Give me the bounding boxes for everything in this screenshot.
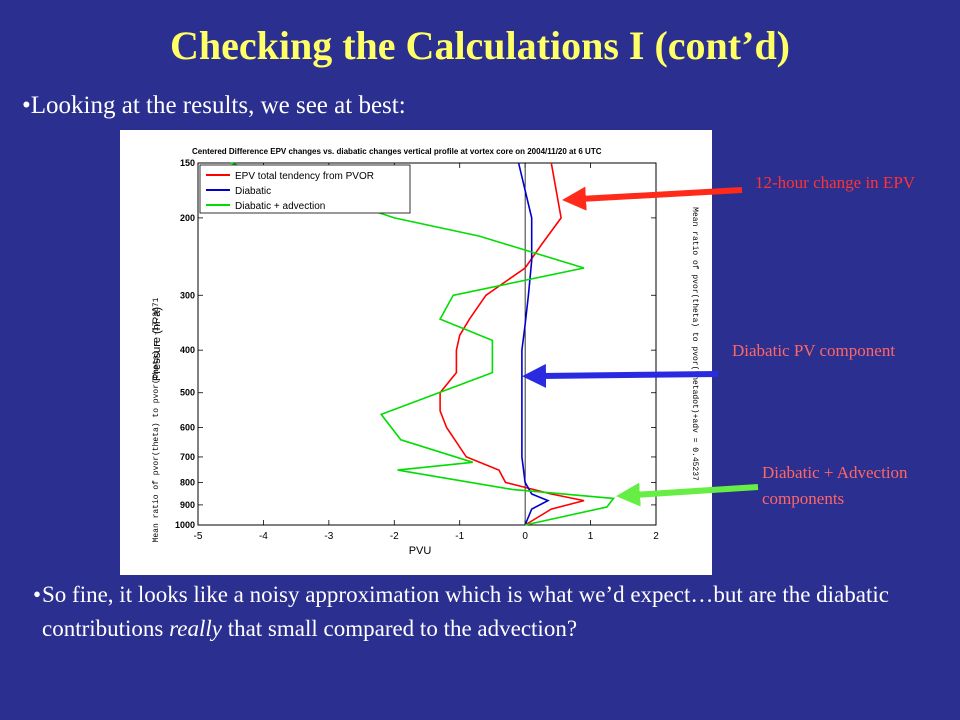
y-axis-label: Pressure (hPa): [151, 307, 163, 381]
right-ratio-text: Mean ratio of pvor(theta) to pvor(thetad…: [690, 207, 699, 481]
y-tick-label: 150: [180, 158, 195, 168]
conclusion-text-start: So fine, it looks like a noisy approxima…: [42, 582, 889, 641]
x-tick-label: 2: [653, 531, 659, 542]
chart-title: Centered Difference EPV changes vs. diab…: [192, 147, 602, 156]
intro-bullet: •Looking at the results, we see at best:: [22, 92, 406, 119]
y-tick-label: 200: [180, 213, 195, 223]
x-tick-label: -5: [194, 531, 203, 542]
y-tick-label: 400: [180, 345, 195, 355]
bullet-mark: •: [33, 582, 42, 607]
arrow-diabatic: [522, 363, 719, 388]
legend-box: [199, 164, 411, 214]
y-tick-label: 900: [180, 500, 195, 510]
slide-title: Checking the Calculations I (cont’d): [169, 23, 791, 68]
plot-area: [197, 162, 657, 526]
arrow-advection: [616, 482, 759, 507]
x-tick-label: -2: [390, 531, 399, 542]
annotation-diabatic-pv: Diabatic PV component: [732, 341, 896, 360]
y-tick-label: 600: [180, 423, 195, 433]
conclusion-text-end: that small compared to the advection?: [221, 616, 578, 641]
y-tick-label: 800: [180, 477, 195, 487]
x-tick-label: -4: [259, 531, 268, 542]
x-tick-label: 0: [522, 531, 528, 542]
arrow-epv: [562, 186, 743, 211]
x-axis-label: PVU: [409, 545, 432, 557]
y-tick-label: 1000: [175, 520, 195, 530]
conclusion-emphasis: really: [169, 616, 222, 641]
x-tick-label: -1: [455, 531, 464, 542]
annotation-epv-change: 12-hour change in EPV: [755, 173, 916, 192]
legend-label-advection: Diabatic + advection: [235, 201, 325, 212]
series-line-diabatic: [517, 162, 550, 526]
series-line-advection: [230, 162, 616, 526]
y-tick-label: 300: [180, 290, 195, 300]
legend: EPV total tendency from PVOR Diabatic Di…: [199, 164, 411, 214]
profile-chart: Centered Difference EPV changes vs. diab…: [120, 130, 712, 575]
y-tick-label: 500: [180, 388, 195, 398]
legend-label-diabatic: Diabatic: [235, 186, 271, 197]
x-tick-label: 1: [588, 531, 594, 542]
y-tick-label: 700: [180, 452, 195, 462]
x-tick-label: -3: [324, 531, 333, 542]
conclusion-bullet: • So fine, it looks like a noisy approxim…: [33, 578, 922, 646]
annotation-diabatic-advection: Diabatic + Advection components: [762, 463, 908, 508]
legend-label-epv: EPV total tendency from PVOR: [235, 171, 374, 182]
left-ratio-text: Mean ratio of pvor(theta) to pvor(theta)…: [152, 297, 161, 542]
